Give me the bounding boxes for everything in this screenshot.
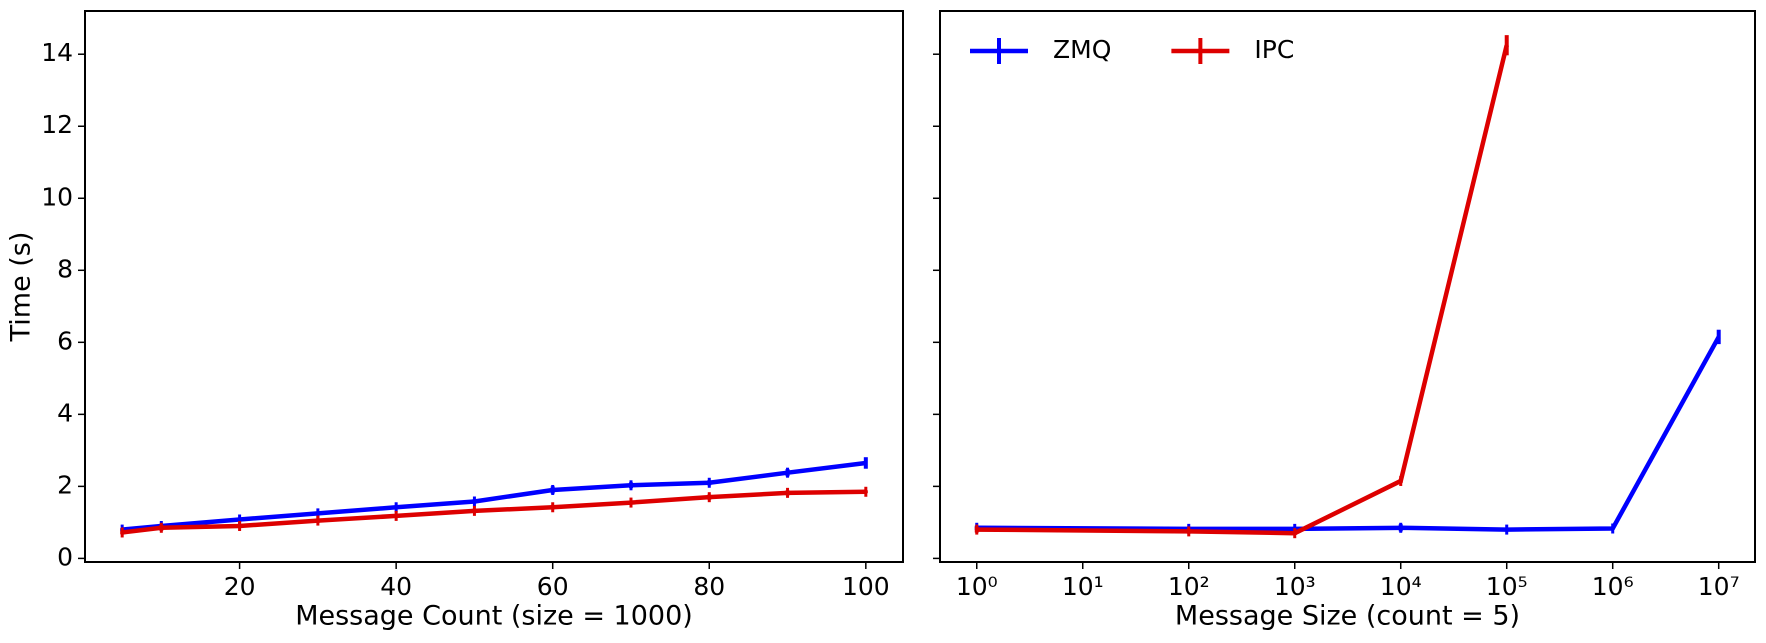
x-axis-label: Message Size (count = 5)	[1175, 601, 1520, 632]
y-tick-label: 8	[57, 254, 73, 283]
x-tick-label: 20	[224, 572, 256, 601]
legend-label: IPC	[1254, 35, 1294, 64]
legend: ZMQ IPC	[970, 35, 1294, 64]
y-tick-label: 0	[57, 542, 73, 571]
x-tick-label: 10²	[1168, 572, 1210, 601]
y-axis-label: Time (s)	[6, 232, 37, 343]
series-line	[976, 335, 1721, 532]
y-tick-label: 2	[57, 470, 73, 499]
y-tick-label: 4	[57, 398, 73, 427]
series-line	[976, 44, 1509, 536]
y-tick-label: 6	[57, 326, 73, 355]
x-tick-label: 80	[693, 572, 725, 601]
y-tick-label: 14	[41, 38, 73, 67]
axes-frame	[84, 10, 904, 563]
x-tick-label: 10⁰	[956, 572, 998, 601]
panel: 20 40 60 80 100 0 2 4 6 8 10 12 14 Message Count (siz…	[6, 10, 904, 632]
y-tick-label: 12	[41, 110, 73, 139]
x-tick-label: 10⁵	[1486, 572, 1528, 601]
axes-frame	[939, 10, 1756, 563]
x-tick-label: 60	[537, 572, 569, 601]
y-tick-label: 10	[41, 182, 73, 211]
x-tick-label: 10³	[1274, 572, 1316, 601]
panel: 10⁰ 10¹ 10² 10³ 10⁴ 10⁵ 10⁶ 10⁷ Message Size (co…	[933, 10, 1756, 632]
x-axis-label: Message Count (size = 1000)	[295, 601, 693, 632]
x-tick-label: 40	[380, 572, 412, 601]
x-tick-label: 10⁷	[1698, 572, 1740, 601]
legend-label: ZMQ	[1053, 35, 1111, 64]
x-tick-label: 10¹	[1062, 572, 1104, 601]
x-tick-label: 10⁴	[1380, 572, 1422, 601]
x-tick-label: 10⁶	[1592, 572, 1634, 601]
x-tick-label: 100	[842, 572, 890, 601]
